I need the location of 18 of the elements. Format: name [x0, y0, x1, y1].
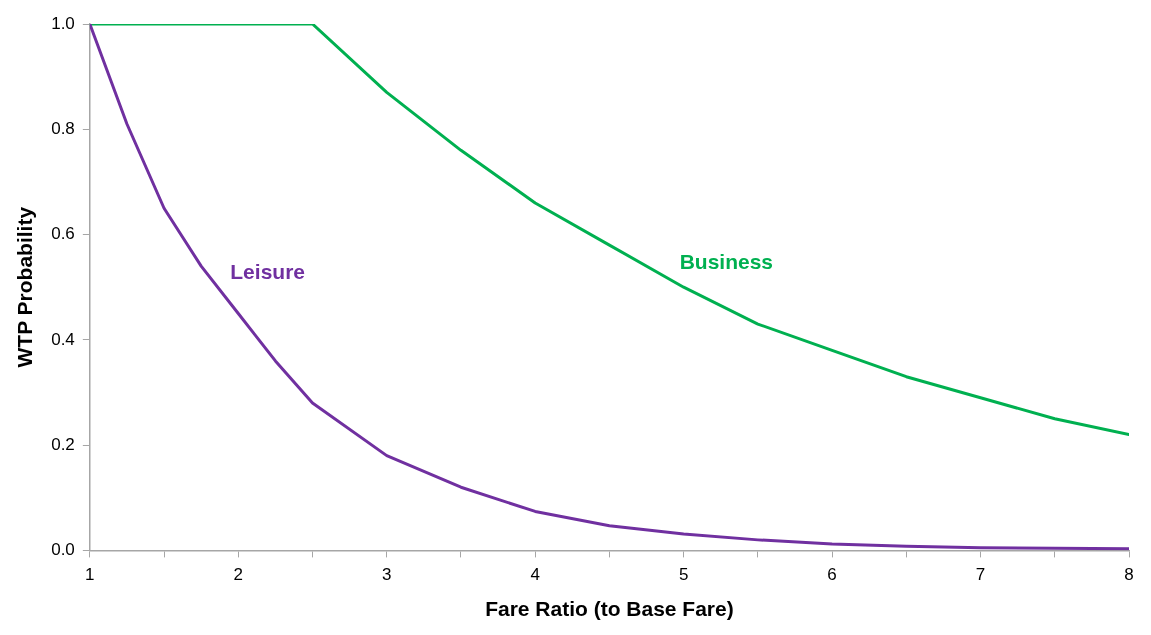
x-tick-label: 4	[530, 565, 540, 585]
x-axis-title: Fare Ratio (to Base Fare)	[485, 597, 734, 621]
x-tick-label: 8	[1124, 565, 1134, 585]
series-label: Leisure	[230, 260, 305, 284]
y-tick-label: 0.6	[51, 224, 75, 244]
y-tick-label: 0.0	[51, 540, 75, 560]
y-axis-title: WTP Probability	[13, 206, 37, 368]
y-tick-label: 0.4	[51, 329, 75, 349]
x-tick-label: 5	[678, 565, 689, 585]
x-tick-label: 6	[827, 565, 837, 585]
series-label: Business	[679, 250, 774, 273]
x-tick-label: 1	[85, 565, 95, 585]
x-tick-label: 3	[382, 565, 392, 585]
y-tick-label: 0.2	[51, 434, 75, 454]
x-tick-label: 7	[975, 565, 986, 585]
y-tick-label: 1.0	[51, 13, 75, 33]
y-tick-label: 0.8	[51, 118, 75, 138]
x-tick-label: 2	[233, 565, 244, 585]
